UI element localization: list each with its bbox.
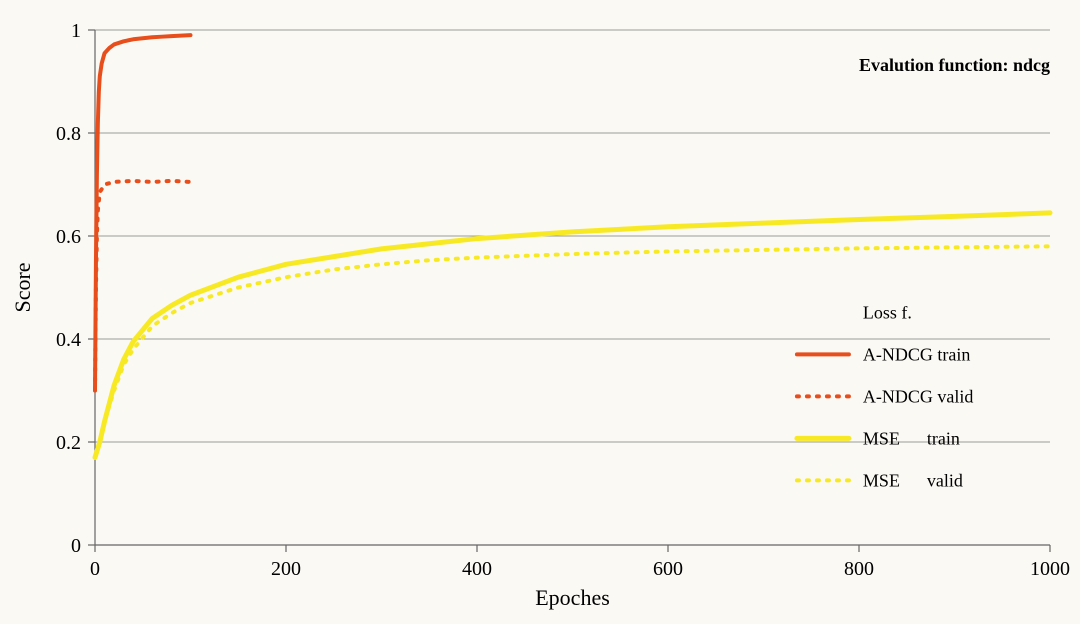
y-tick-label: 0.2 xyxy=(56,432,81,454)
x-tick-label: 0 xyxy=(90,558,100,580)
chart-container: 0 200 400 600 800 1000 0 0.2 0.4 0.6 0.8 1 Epoches Sc… xyxy=(0,0,1080,624)
y-axis-label: Score xyxy=(10,262,35,312)
legend-label: A-NDCG train xyxy=(863,344,970,364)
y-tick-label: 1 xyxy=(71,20,81,42)
y-tick-label: 0.6 xyxy=(56,226,81,248)
y-tick-label: 0 xyxy=(71,535,81,557)
legend-label: MSE valid xyxy=(863,470,963,490)
line-chart: 0 200 400 600 800 1000 0 0.2 0.4 0.6 0.8 1 Epoches Sc… xyxy=(0,0,1080,624)
x-tick-label: 1000 xyxy=(1030,558,1070,580)
x-tick-label: 400 xyxy=(462,558,492,580)
x-axis-label: Epoches xyxy=(535,585,610,610)
x-tick-label: 600 xyxy=(653,558,683,580)
y-tick-label: 0.8 xyxy=(56,123,81,145)
y-tick-label: 0.4 xyxy=(56,329,81,351)
x-tick-label: 800 xyxy=(844,558,874,580)
legend-title: Loss f. xyxy=(863,302,912,322)
annotation-text: Evalution function: ndcg xyxy=(859,55,1050,75)
legend-label: MSE train xyxy=(863,428,960,448)
x-tick-label: 200 xyxy=(271,558,301,580)
legend-label: A-NDCG valid xyxy=(863,386,974,406)
